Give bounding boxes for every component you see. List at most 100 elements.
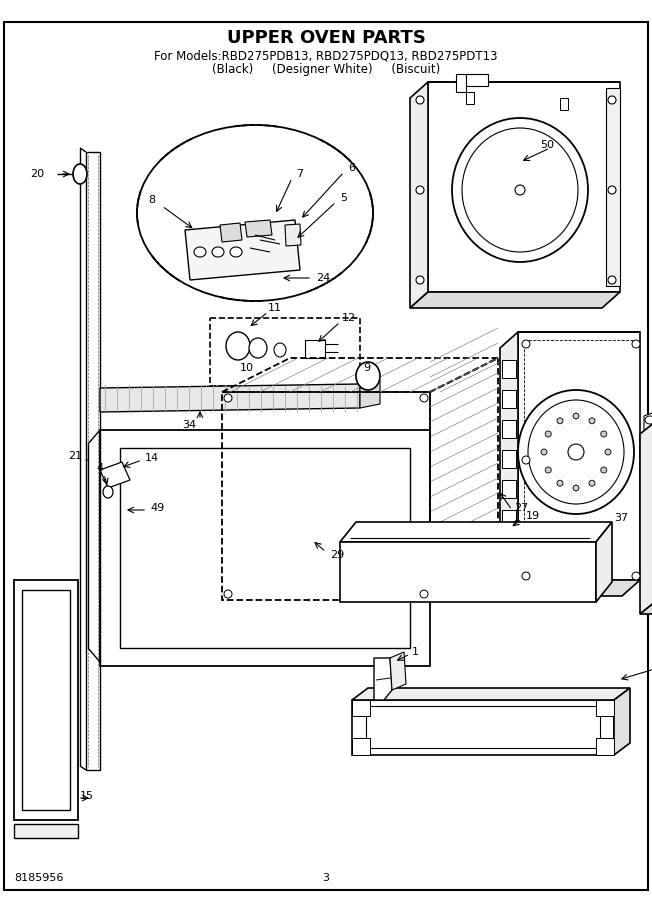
Text: 1: 1 — [412, 647, 419, 657]
Text: 12: 12 — [342, 313, 356, 323]
Text: 34: 34 — [182, 420, 196, 430]
Text: 37: 37 — [614, 513, 628, 523]
Bar — [502, 390, 516, 408]
Bar — [456, 74, 466, 92]
Bar — [466, 74, 488, 86]
Ellipse shape — [608, 96, 616, 104]
Ellipse shape — [212, 247, 224, 257]
Text: (Black)     (Designer White)     (Biscuit): (Black) (Designer White) (Biscuit) — [212, 64, 440, 76]
Polygon shape — [14, 580, 78, 820]
Bar — [502, 510, 516, 528]
Ellipse shape — [573, 485, 579, 491]
Ellipse shape — [274, 343, 286, 357]
Bar — [502, 450, 516, 468]
Ellipse shape — [522, 340, 530, 348]
Ellipse shape — [230, 247, 242, 257]
Ellipse shape — [420, 590, 428, 598]
Text: For Models:RBD275PDB13, RBD275PDQ13, RBD275PDT13: For Models:RBD275PDB13, RBD275PDQ13, RBD… — [155, 50, 497, 62]
Polygon shape — [374, 658, 392, 700]
Polygon shape — [285, 224, 301, 246]
Ellipse shape — [632, 572, 640, 580]
Polygon shape — [185, 220, 300, 280]
Ellipse shape — [573, 413, 579, 419]
Text: 21: 21 — [68, 451, 82, 461]
Text: 7: 7 — [296, 169, 303, 179]
Polygon shape — [14, 824, 78, 838]
Ellipse shape — [522, 456, 530, 464]
Ellipse shape — [249, 338, 267, 358]
Ellipse shape — [103, 486, 113, 498]
Polygon shape — [360, 380, 380, 408]
Polygon shape — [390, 652, 406, 690]
Ellipse shape — [600, 467, 607, 473]
Ellipse shape — [605, 449, 611, 455]
Text: 29: 29 — [330, 550, 344, 560]
Ellipse shape — [645, 416, 652, 424]
Polygon shape — [352, 738, 370, 755]
Text: 20: 20 — [30, 169, 44, 179]
Polygon shape — [644, 412, 652, 432]
Ellipse shape — [557, 481, 563, 486]
Polygon shape — [220, 223, 242, 242]
Ellipse shape — [545, 467, 552, 473]
Polygon shape — [100, 384, 360, 412]
Ellipse shape — [224, 590, 232, 598]
Ellipse shape — [557, 418, 563, 424]
Ellipse shape — [416, 276, 424, 284]
Polygon shape — [245, 220, 272, 237]
Polygon shape — [352, 688, 630, 700]
Ellipse shape — [416, 96, 424, 104]
Text: 27: 27 — [514, 503, 528, 513]
Text: 4: 4 — [96, 463, 103, 473]
Polygon shape — [640, 418, 652, 614]
Polygon shape — [340, 522, 612, 542]
Ellipse shape — [226, 332, 250, 360]
Bar — [502, 420, 516, 438]
Polygon shape — [428, 82, 620, 292]
Ellipse shape — [608, 276, 616, 284]
Polygon shape — [100, 462, 130, 488]
Ellipse shape — [541, 449, 547, 455]
Ellipse shape — [452, 118, 588, 262]
Polygon shape — [410, 82, 428, 308]
Polygon shape — [352, 700, 370, 716]
Ellipse shape — [608, 186, 616, 194]
Ellipse shape — [515, 185, 525, 195]
Ellipse shape — [589, 481, 595, 486]
Polygon shape — [500, 580, 640, 596]
Ellipse shape — [194, 247, 206, 257]
Ellipse shape — [73, 164, 87, 184]
Ellipse shape — [600, 431, 607, 437]
Ellipse shape — [356, 362, 380, 390]
Bar — [560, 98, 568, 110]
Ellipse shape — [416, 186, 424, 194]
Ellipse shape — [632, 340, 640, 348]
Text: 10: 10 — [240, 363, 254, 373]
Polygon shape — [518, 332, 640, 580]
Polygon shape — [340, 542, 596, 602]
Bar — [466, 92, 474, 104]
Ellipse shape — [224, 394, 232, 402]
Polygon shape — [500, 332, 518, 596]
Polygon shape — [596, 522, 612, 602]
Polygon shape — [640, 598, 652, 614]
Polygon shape — [596, 738, 614, 755]
Text: 11: 11 — [268, 303, 282, 313]
Polygon shape — [596, 700, 614, 716]
Ellipse shape — [545, 431, 552, 437]
Polygon shape — [410, 292, 620, 308]
Text: 3: 3 — [323, 873, 329, 883]
Text: 49: 49 — [150, 503, 164, 513]
Text: 9: 9 — [363, 363, 370, 373]
Ellipse shape — [589, 418, 595, 424]
Text: 5: 5 — [340, 193, 347, 203]
Ellipse shape — [462, 128, 578, 252]
Bar — [502, 480, 516, 498]
Text: 8: 8 — [148, 195, 155, 205]
Text: 19: 19 — [526, 511, 540, 521]
Polygon shape — [305, 340, 325, 358]
Ellipse shape — [518, 390, 634, 514]
Polygon shape — [614, 688, 630, 755]
Polygon shape — [606, 88, 620, 286]
Ellipse shape — [568, 444, 584, 460]
